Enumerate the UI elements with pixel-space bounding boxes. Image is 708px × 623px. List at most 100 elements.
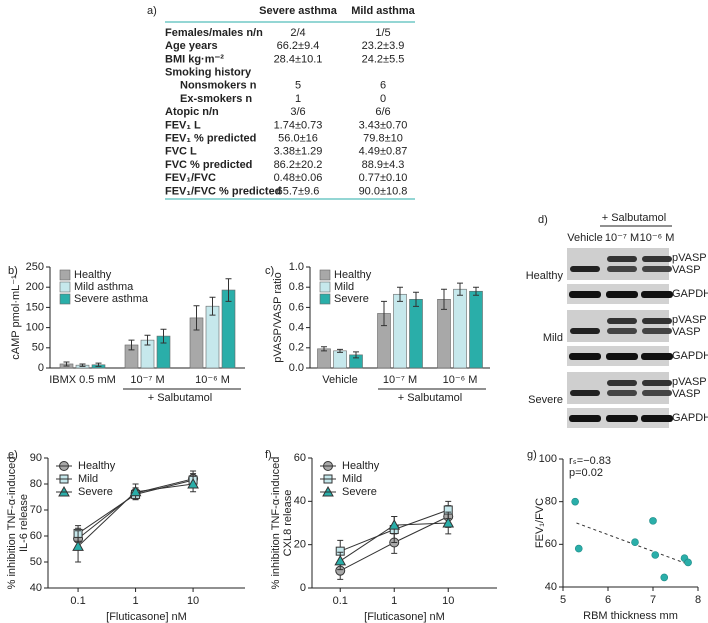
legend-swatch (59, 281, 71, 293)
legend-swatch (319, 293, 331, 305)
band-label: GAPDH (672, 412, 708, 424)
y-tick-label: 200 (26, 281, 44, 293)
band-label: pVASP (672, 314, 707, 326)
band (606, 415, 638, 422)
x-tick-label: 8 (695, 594, 701, 606)
band-label: GAPDH (672, 350, 708, 362)
x-tick-label: 1 (391, 595, 397, 607)
y-axis-label: pVASP/VASP ratio (272, 272, 284, 363)
cell: 3/6 (290, 106, 305, 118)
cell: 24.2±5.5 (362, 53, 405, 65)
cell: 79.8±10 (363, 133, 403, 145)
y-tick-label: 50 (32, 342, 44, 354)
cell: 65.7±9.6 (277, 185, 320, 197)
annotation: p=0.02 (569, 467, 603, 479)
cell: 88.9±4.3 (362, 159, 405, 171)
cell: 86.2±20.2 (274, 159, 323, 171)
x-axis-label: [Fluticasone] nM (106, 611, 187, 623)
x-tick-label: IBMX 0.5 mM (49, 374, 116, 386)
error-bar (128, 339, 135, 351)
y-tick-label: 0.2 (289, 342, 304, 354)
error-bar (225, 278, 232, 302)
marker (388, 519, 401, 530)
legend-label: Healthy (74, 269, 112, 281)
blot (567, 372, 669, 404)
row-label: Ex-smokers n (180, 93, 252, 105)
y-axis-label: % inhibition TNF-α-induced (270, 457, 282, 590)
x-tick-label: 10⁻⁶ M (443, 374, 478, 386)
panel-label: e) (8, 449, 18, 461)
legend-label: Mild (78, 473, 98, 485)
panel-label: g) (527, 449, 537, 461)
x-axis-label: [Fluticasone] nM (364, 611, 445, 623)
legend-label: Healthy (78, 460, 116, 472)
error-bar (381, 300, 387, 327)
band (641, 415, 673, 422)
marker (334, 554, 347, 566)
annotation: rₛ=−0.83 (569, 455, 611, 467)
row-label: FVC % predicted (165, 159, 252, 171)
band (607, 318, 637, 324)
error-bar (63, 361, 70, 367)
band (642, 318, 672, 324)
error-bar (95, 362, 102, 367)
band (569, 353, 601, 360)
point (649, 517, 657, 525)
x-tick-label: Vehicle (322, 374, 357, 386)
band (642, 266, 672, 272)
x-tick-label: 10⁻⁷ M (383, 374, 417, 386)
y-tick-label: 20 (294, 539, 306, 551)
band (607, 256, 637, 262)
band (569, 415, 601, 422)
panel-label: f) (265, 449, 272, 461)
bar (469, 290, 483, 369)
band (641, 353, 673, 360)
x-axis-label: RBM thickness mm (583, 610, 678, 622)
band-label: GAPDH (672, 288, 708, 300)
legend-label: Severe (342, 486, 377, 498)
treatment-label: + Salbutamol (602, 212, 667, 224)
band (606, 291, 638, 298)
bar (409, 299, 423, 369)
band (569, 291, 601, 298)
row-label: FVC L (165, 146, 197, 158)
legend-swatch (319, 269, 331, 281)
legend-label: Severe asthma (74, 293, 149, 305)
point (684, 558, 692, 567)
point (631, 538, 639, 547)
cell: 0.48±0.06 (274, 172, 323, 184)
error-bar (413, 291, 419, 307)
y-tick-label: 90 (30, 452, 42, 464)
row-label: FEV₁ % predicted (165, 133, 256, 145)
y-tick-label: 40 (30, 582, 42, 594)
y-tick-label: 100 (539, 453, 557, 465)
band (642, 390, 672, 396)
y-axis-label: cAMP pmol·mL⁻¹ (10, 275, 22, 360)
panel-label: b) (8, 265, 18, 277)
y-tick-label: 50 (30, 556, 42, 568)
legend-label: Mild (334, 281, 354, 293)
marker (72, 540, 84, 551)
band (607, 390, 637, 396)
bar (317, 348, 331, 369)
point (651, 551, 660, 559)
group-label: + Salbutamol (148, 392, 213, 404)
error-bar (457, 282, 463, 296)
lane-label: 10⁻⁷ M (605, 232, 639, 244)
row-label: Females/males n/n (165, 27, 263, 39)
x-tick-label: 10⁻⁷ M (130, 374, 164, 386)
panel-label: c) (265, 265, 274, 277)
y-tick-label: 0.0 (289, 362, 304, 374)
legend-swatch (59, 293, 71, 305)
panel-label: d) (538, 214, 548, 226)
legend-label: Healthy (342, 460, 380, 472)
y-tick-label: 40 (294, 495, 306, 507)
band (642, 328, 672, 334)
error-bar (397, 286, 403, 302)
point (574, 544, 583, 553)
lane-label: 10⁻⁶ M (640, 232, 675, 244)
y-tick-label: 80 (545, 496, 557, 508)
panel-label: a) (147, 5, 157, 17)
row-label: Atopic n/n (165, 106, 219, 118)
band-label: pVASP (672, 376, 707, 388)
